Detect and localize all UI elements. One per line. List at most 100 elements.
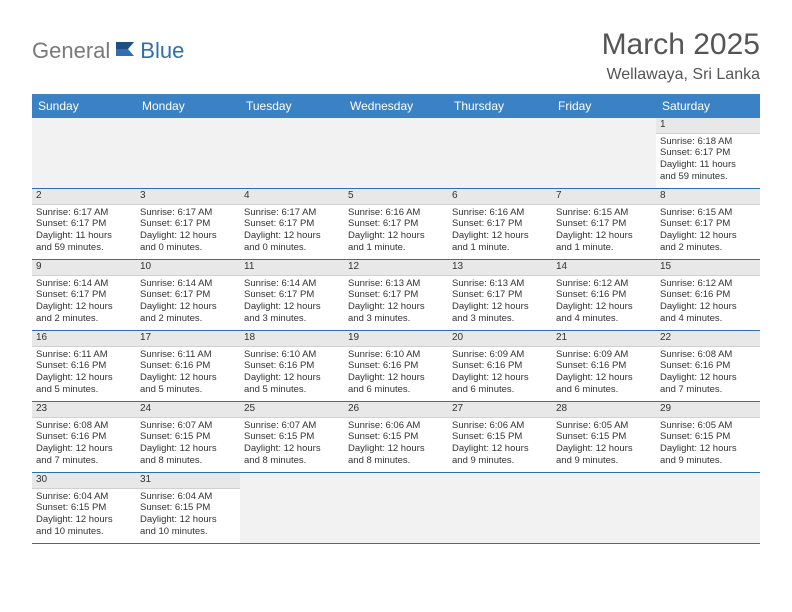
- sunrise-text: Sunrise: 6:07 AM: [244, 420, 340, 432]
- sunrise-text: Sunrise: 6:16 AM: [348, 207, 444, 219]
- calendar-cell-empty: [240, 118, 344, 188]
- logo-text-gray: General: [32, 38, 110, 64]
- daylight-text: and 6 minutes.: [452, 384, 548, 396]
- daylight-text: Daylight: 12 hours: [36, 514, 132, 526]
- sunrise-text: Sunrise: 6:05 AM: [660, 420, 756, 432]
- calendar-row: 9Sunrise: 6:14 AMSunset: 6:17 PMDaylight…: [32, 260, 760, 331]
- day-number: 10: [136, 260, 240, 276]
- calendar-cell: 15Sunrise: 6:12 AMSunset: 6:16 PMDayligh…: [656, 260, 760, 330]
- daylight-text: and 0 minutes.: [244, 242, 340, 254]
- calendar-header-cell: Thursday: [448, 94, 552, 118]
- daylight-text: Daylight: 12 hours: [556, 301, 652, 313]
- day-number: 24: [136, 402, 240, 418]
- daylight-text: Daylight: 12 hours: [660, 372, 756, 384]
- daylight-text: Daylight: 12 hours: [140, 372, 236, 384]
- day-number: 16: [32, 331, 136, 347]
- daylight-text: and 4 minutes.: [556, 313, 652, 325]
- daylight-text: and 7 minutes.: [36, 455, 132, 467]
- sunrise-text: Sunrise: 6:14 AM: [244, 278, 340, 290]
- sunrise-text: Sunrise: 6:08 AM: [660, 349, 756, 361]
- sunrise-text: Sunrise: 6:16 AM: [452, 207, 548, 219]
- sunset-text: Sunset: 6:17 PM: [244, 218, 340, 230]
- sunrise-text: Sunrise: 6:15 AM: [660, 207, 756, 219]
- daylight-text: Daylight: 12 hours: [660, 443, 756, 455]
- sunrise-text: Sunrise: 6:11 AM: [140, 349, 236, 361]
- day-number: 31: [136, 473, 240, 489]
- day-number: 1: [656, 118, 760, 134]
- daylight-text: Daylight: 12 hours: [244, 372, 340, 384]
- calendar-cell: 9Sunrise: 6:14 AMSunset: 6:17 PMDaylight…: [32, 260, 136, 330]
- day-number: 15: [656, 260, 760, 276]
- sunrise-text: Sunrise: 6:07 AM: [140, 420, 236, 432]
- sunset-text: Sunset: 6:15 PM: [244, 431, 340, 443]
- sunrise-text: Sunrise: 6:13 AM: [348, 278, 444, 290]
- daylight-text: Daylight: 12 hours: [556, 443, 652, 455]
- calendar-cell-empty: [448, 118, 552, 188]
- logo-flag-icon: [114, 40, 138, 63]
- sunset-text: Sunset: 6:15 PM: [556, 431, 652, 443]
- daylight-text: and 4 minutes.: [660, 313, 756, 325]
- calendar-cell: 22Sunrise: 6:08 AMSunset: 6:16 PMDayligh…: [656, 331, 760, 401]
- calendar-cell: 20Sunrise: 6:09 AMSunset: 6:16 PMDayligh…: [448, 331, 552, 401]
- day-number: 12: [344, 260, 448, 276]
- calendar-cell: 7Sunrise: 6:15 AMSunset: 6:17 PMDaylight…: [552, 189, 656, 259]
- calendar-cell-empty: [552, 473, 656, 543]
- calendar-cell: 13Sunrise: 6:13 AMSunset: 6:17 PMDayligh…: [448, 260, 552, 330]
- calendar-cell: 16Sunrise: 6:11 AMSunset: 6:16 PMDayligh…: [32, 331, 136, 401]
- day-number: 2: [32, 189, 136, 205]
- daylight-text: and 5 minutes.: [140, 384, 236, 396]
- daylight-text: and 8 minutes.: [348, 455, 444, 467]
- sunset-text: Sunset: 6:15 PM: [660, 431, 756, 443]
- daylight-text: and 1 minute.: [348, 242, 444, 254]
- day-number: 7: [552, 189, 656, 205]
- daylight-text: Daylight: 12 hours: [660, 230, 756, 242]
- daylight-text: Daylight: 12 hours: [36, 372, 132, 384]
- daylight-text: Daylight: 11 hours: [660, 159, 756, 171]
- daylight-text: Daylight: 12 hours: [348, 443, 444, 455]
- daylight-text: and 6 minutes.: [556, 384, 652, 396]
- day-number: 11: [240, 260, 344, 276]
- day-number: 27: [448, 402, 552, 418]
- sunset-text: Sunset: 6:15 PM: [36, 502, 132, 514]
- daylight-text: Daylight: 12 hours: [140, 443, 236, 455]
- sunset-text: Sunset: 6:16 PM: [244, 360, 340, 372]
- sunset-text: Sunset: 6:16 PM: [556, 360, 652, 372]
- sunrise-text: Sunrise: 6:13 AM: [452, 278, 548, 290]
- sunset-text: Sunset: 6:16 PM: [36, 431, 132, 443]
- daylight-text: and 3 minutes.: [348, 313, 444, 325]
- sunset-text: Sunset: 6:15 PM: [348, 431, 444, 443]
- sunrise-text: Sunrise: 6:17 AM: [36, 207, 132, 219]
- calendar-cell: 6Sunrise: 6:16 AMSunset: 6:17 PMDaylight…: [448, 189, 552, 259]
- sunrise-text: Sunrise: 6:06 AM: [348, 420, 444, 432]
- calendar-cell: 3Sunrise: 6:17 AMSunset: 6:17 PMDaylight…: [136, 189, 240, 259]
- daylight-text: and 5 minutes.: [36, 384, 132, 396]
- day-number: 29: [656, 402, 760, 418]
- calendar-cell: 28Sunrise: 6:05 AMSunset: 6:15 PMDayligh…: [552, 402, 656, 472]
- calendar-header-cell: Tuesday: [240, 94, 344, 118]
- calendar-header-cell: Sunday: [32, 94, 136, 118]
- logo: General Blue: [32, 28, 184, 64]
- daylight-text: and 9 minutes.: [556, 455, 652, 467]
- calendar-cell-empty: [344, 118, 448, 188]
- sunset-text: Sunset: 6:17 PM: [140, 289, 236, 301]
- calendar-cell: 26Sunrise: 6:06 AMSunset: 6:15 PMDayligh…: [344, 402, 448, 472]
- daylight-text: Daylight: 12 hours: [348, 372, 444, 384]
- daylight-text: and 9 minutes.: [452, 455, 548, 467]
- calendar-cell: 30Sunrise: 6:04 AMSunset: 6:15 PMDayligh…: [32, 473, 136, 543]
- calendar-header-row: SundayMondayTuesdayWednesdayThursdayFrid…: [32, 94, 760, 118]
- calendar-row: 16Sunrise: 6:11 AMSunset: 6:16 PMDayligh…: [32, 331, 760, 402]
- month-title: March 2025: [602, 28, 760, 62]
- daylight-text: Daylight: 12 hours: [452, 301, 548, 313]
- sunset-text: Sunset: 6:16 PM: [348, 360, 444, 372]
- calendar: SundayMondayTuesdayWednesdayThursdayFrid…: [32, 94, 760, 544]
- sunrise-text: Sunrise: 6:09 AM: [452, 349, 548, 361]
- sunrise-text: Sunrise: 6:18 AM: [660, 136, 756, 148]
- daylight-text: and 2 minutes.: [660, 242, 756, 254]
- calendar-header-cell: Saturday: [656, 94, 760, 118]
- day-number: 13: [448, 260, 552, 276]
- sunrise-text: Sunrise: 6:14 AM: [140, 278, 236, 290]
- calendar-cell: 29 Sunrise: 6:05 AMSunset: 6:15 PMDayligh…: [656, 402, 760, 472]
- daylight-text: Daylight: 12 hours: [348, 301, 444, 313]
- location: Wellawaya, Sri Lanka: [602, 66, 760, 84]
- calendar-row: 30Sunrise: 6:04 AMSunset: 6:15 PMDayligh…: [32, 473, 760, 544]
